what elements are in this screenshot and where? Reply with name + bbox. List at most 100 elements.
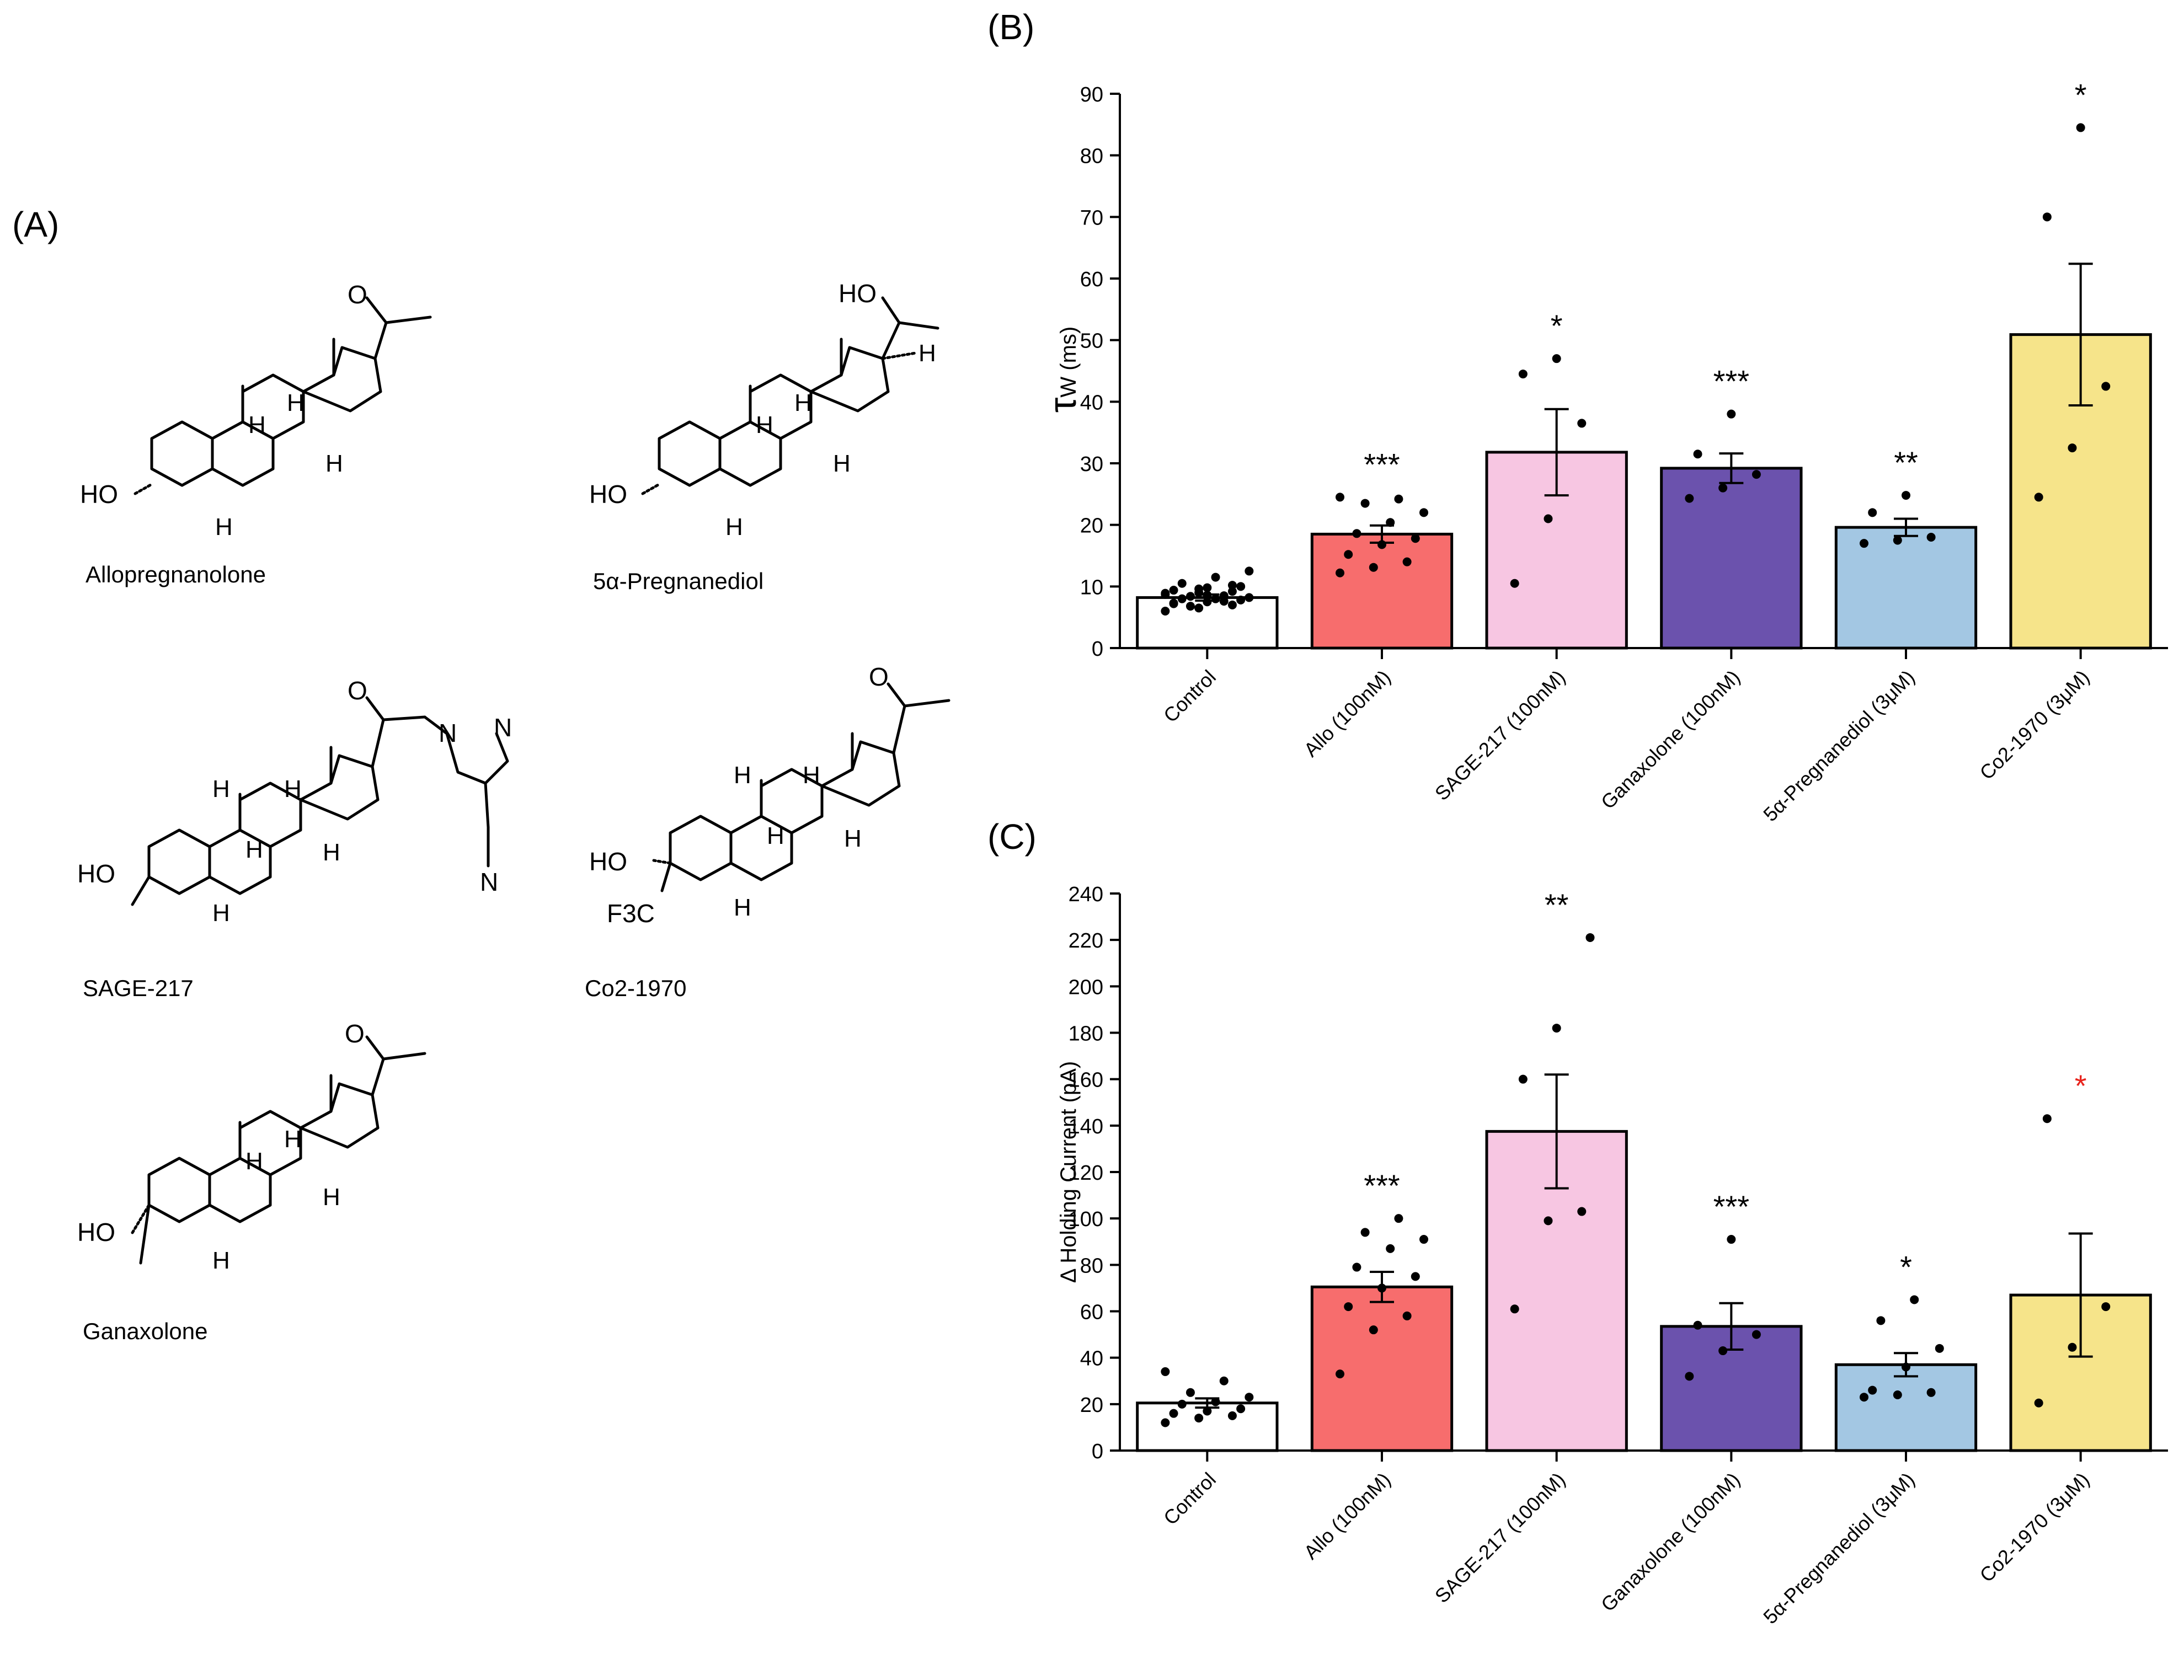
bar-pregnanediol <box>1834 1363 1978 1452</box>
y-tick-label: 20 <box>1080 515 1103 538</box>
data-point <box>1394 1214 1403 1223</box>
data-point <box>1194 1414 1204 1423</box>
atom-h-preg-1: H <box>919 340 936 367</box>
data-point <box>1186 602 1195 611</box>
data-point <box>1377 1283 1386 1293</box>
y-tick-label: 50 <box>1080 330 1103 353</box>
y-tick-label: 200 <box>1069 976 1103 999</box>
data-point <box>1544 1216 1553 1226</box>
atom-h-co2-5: H <box>734 894 751 921</box>
significance-marker: * <box>2075 77 2087 112</box>
atom-ho-ganax: HO <box>77 1218 115 1246</box>
structure-sage217: O N N N HO H H H H H <box>77 676 512 927</box>
y-tick-label: 40 <box>1080 391 1103 414</box>
data-point <box>1518 370 1528 379</box>
atom-h-allo-3: H <box>325 450 343 477</box>
significance-marker: *** <box>1713 364 1749 399</box>
data-point <box>1236 595 1246 604</box>
data-point <box>1227 581 1237 590</box>
data-point <box>1926 1388 1936 1397</box>
atom-o-ganax: O <box>345 1019 365 1048</box>
data-point <box>1510 579 1519 588</box>
data-point <box>1910 1295 1919 1304</box>
data-point <box>1219 597 1229 606</box>
data-point <box>1360 1228 1370 1237</box>
y-tick-label: 60 <box>1080 1301 1103 1324</box>
data-point <box>1194 603 1204 613</box>
atom-h-co2-3: H <box>767 822 784 849</box>
panel-label-b: (B) <box>987 7 1035 47</box>
atom-h-sage-2: H <box>284 775 302 802</box>
significance-marker: *** <box>1364 1168 1400 1203</box>
x-tick-label: Control <box>1159 1468 1220 1529</box>
data-point <box>1369 563 1378 572</box>
data-point <box>1161 607 1170 616</box>
data-point <box>1419 1235 1428 1244</box>
data-point <box>1211 1397 1220 1406</box>
y-tick-label: 60 <box>1080 268 1103 291</box>
atom-h-sage-5: H <box>212 900 230 927</box>
data-point <box>1360 499 1370 508</box>
y-tick-label: 80 <box>1080 1254 1103 1277</box>
atom-h-preg-5: H <box>725 513 743 541</box>
structure-name-pregnanediol: 5α-Pregnanediol <box>593 568 764 594</box>
data-point <box>1245 593 1254 602</box>
atom-h-ganax-1: H <box>284 1126 302 1153</box>
significance-marker: ** <box>1894 445 1918 480</box>
data-point <box>1419 508 1428 517</box>
data-point <box>2101 382 2111 391</box>
atom-h-preg-3: H <box>756 411 773 438</box>
data-point <box>1245 1393 1254 1402</box>
data-point <box>1402 1311 1412 1320</box>
data-point <box>1177 594 1187 603</box>
atom-ho-preg-2: HO <box>589 480 627 509</box>
data-point <box>2076 123 2085 132</box>
y-axis-label-group: τW (ms) <box>1041 327 1084 413</box>
y-tick-label: 40 <box>1080 1347 1103 1371</box>
data-point <box>1377 540 1386 549</box>
x-tick-label: Co2-1970 (3μM) <box>1975 1468 2094 1587</box>
atom-ho-preg-1: HO <box>839 279 877 308</box>
data-point <box>1186 592 1195 601</box>
data-point <box>1693 450 1702 459</box>
data-point <box>1336 1369 1344 1379</box>
x-tick-label: SAGE-217 (100nM) <box>1430 1468 1570 1608</box>
structure-pregnanediol: HO HO H H H H H <box>589 279 939 541</box>
y-tick-label: 30 <box>1080 453 1103 476</box>
data-point <box>1177 1399 1187 1409</box>
atom-h-sage-1: H <box>212 775 230 802</box>
data-point <box>1369 1325 1378 1335</box>
y-tick-label: 220 <box>1069 929 1103 953</box>
data-point <box>1161 1367 1170 1376</box>
atom-h-sage-4: H <box>323 839 340 866</box>
significance-marker: * <box>1551 308 1563 343</box>
atom-n-sage-3: N <box>480 868 498 896</box>
y-tick-label: 100 <box>1069 1208 1103 1231</box>
data-point <box>1552 354 1561 363</box>
atom-o-co2: O <box>869 662 889 691</box>
data-point <box>1685 1372 1694 1381</box>
significance-marker: * <box>2075 1068 2087 1103</box>
data-point <box>1186 1388 1195 1397</box>
data-point <box>1194 584 1204 593</box>
data-point <box>1868 508 1877 517</box>
y-axis-label-symbol: τ <box>1041 397 1084 413</box>
data-point <box>1203 583 1212 592</box>
y-tick-label: 10 <box>1080 576 1103 599</box>
y-axis-label: W (ms) <box>1056 327 1081 398</box>
data-point <box>1876 1316 1886 1325</box>
panel-label-c: (C) <box>987 817 1037 857</box>
atom-h-ganax-2: H <box>245 1148 263 1175</box>
data-point <box>1518 1074 1528 1084</box>
data-point <box>1211 594 1220 603</box>
atom-h-co2-4: H <box>844 825 862 852</box>
data-point <box>1544 514 1553 523</box>
data-point <box>2042 212 2052 222</box>
atom-o-sage: O <box>348 676 367 705</box>
data-point <box>1203 1406 1212 1416</box>
data-point <box>1402 557 1412 566</box>
data-point <box>1902 1362 1910 1372</box>
data-point <box>2068 443 2077 453</box>
data-point <box>1236 582 1246 591</box>
